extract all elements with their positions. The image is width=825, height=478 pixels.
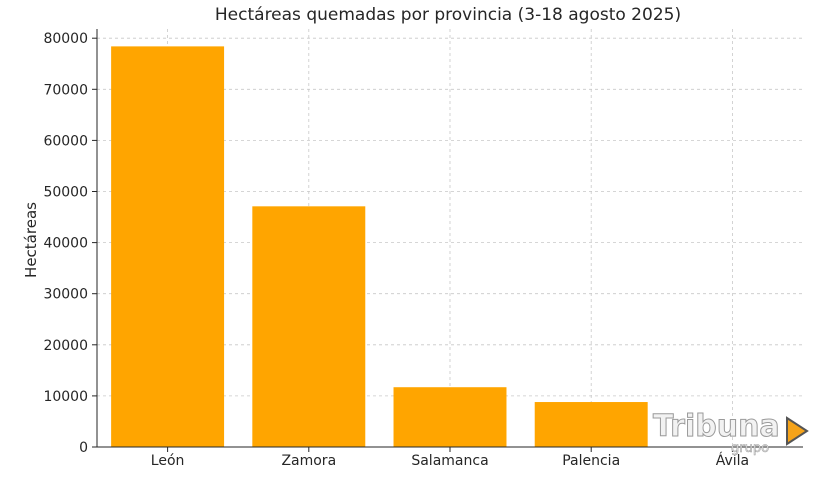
bar-león — [111, 46, 225, 447]
y-axis-label: Hectáreas — [22, 202, 40, 278]
y-tick-labels: 0 10000 20000 30000 40000 50000 60000 70000 8000… — [43, 31, 88, 456]
x-tick-labels: León Zamora Salamanca Palencia Ávila — [151, 452, 749, 469]
bar-zamora — [252, 206, 366, 447]
tribuna-logo: Tribuna grupo — [653, 409, 809, 456]
y-tick-label: 20000 — [43, 338, 88, 354]
x-tick-label: León — [151, 453, 185, 469]
y-tick-label: 50000 — [43, 185, 88, 201]
x-tick-label: Palencia — [562, 453, 620, 469]
axes — [92, 29, 803, 452]
y-tick-label: 0 — [79, 440, 88, 456]
logo-brand-text: Tribuna — [653, 409, 780, 444]
x-tick-label: Zamora — [281, 453, 336, 469]
y-tick-label: 10000 — [43, 389, 88, 405]
bar-palencia — [534, 402, 648, 447]
logo-sub-text: grupo — [731, 441, 769, 456]
y-tick-label: 80000 — [43, 31, 88, 47]
y-tick-label: 70000 — [43, 82, 88, 98]
y-tick-label: 60000 — [43, 133, 88, 149]
bars — [111, 46, 648, 447]
chart-title: Hectáreas quemadas por provincia (3-18 a… — [215, 5, 681, 25]
y-tick-label: 30000 — [43, 287, 88, 303]
play-icon — [786, 416, 809, 446]
x-tick-label: Salamanca — [411, 453, 488, 469]
x-tick-label: Ávila — [716, 452, 749, 469]
y-tick-label: 40000 — [43, 236, 88, 252]
bar-salamanca — [393, 387, 507, 447]
